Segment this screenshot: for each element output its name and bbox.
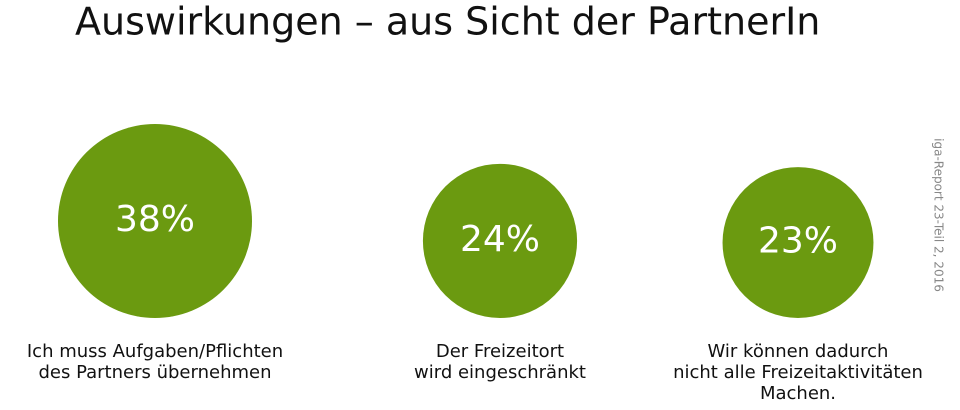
category-label: Machen. [760, 383, 836, 404]
category-label: Wir können dadurch [708, 341, 889, 362]
category-label: nicht alle Freizeitaktivitäten [673, 362, 923, 383]
value-label: 38% [115, 199, 195, 240]
bubble [58, 124, 252, 318]
category-label: Ich muss Aufgaben/Pflichten [27, 341, 283, 362]
source-note: iga-Report 23-Teil 2, 2016 [932, 138, 946, 292]
category-label: Der Freizeitort [436, 341, 564, 362]
value-label: 24% [460, 219, 540, 260]
bubble [722, 167, 874, 318]
category-label: des Partners übernehmen [38, 362, 271, 383]
bubble [422, 163, 578, 318]
category-label: wird eingeschränkt [414, 362, 586, 383]
chart-title: Auswirkungen – aus Sicht der PartnerIn [75, 0, 820, 44]
value-label: 23% [758, 221, 838, 262]
